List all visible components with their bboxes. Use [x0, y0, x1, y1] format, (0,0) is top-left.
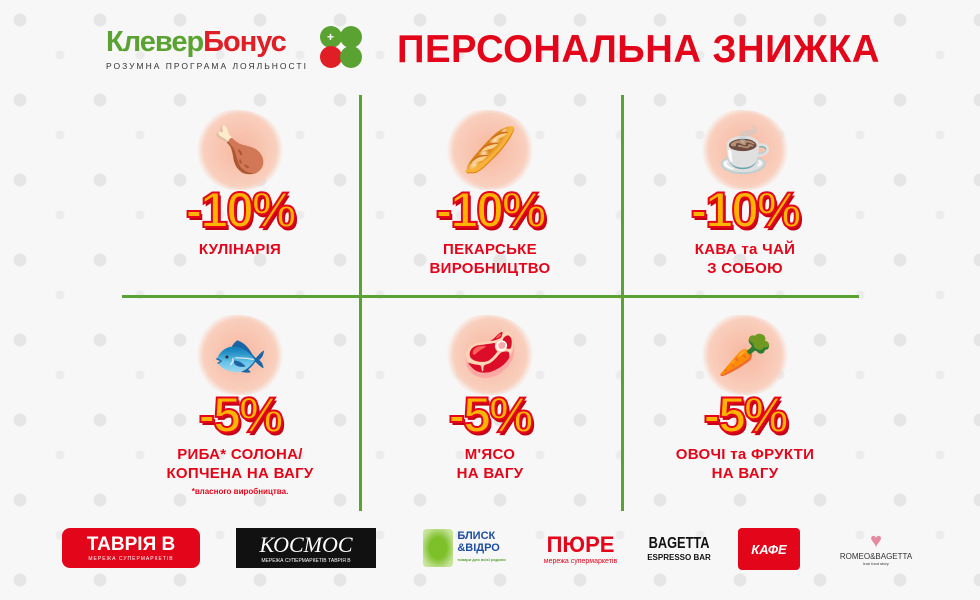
vegetables-icon: 🥕 [700, 315, 790, 395]
offer-label-line: ПЕКАРСЬКЕ [443, 241, 537, 258]
offer-card: 🍗 -10% КУЛІНАРІЯ [120, 110, 360, 259]
offer-card: 🐟 -5% РИБА* СОЛОНА/КОПЧЕНА НА ВАГУ *власног… [120, 315, 360, 496]
discount-value: -10% [435, 182, 548, 238]
discount-value: -5% [198, 387, 285, 443]
bagetta-logo: BAGETTA ESPRESSO BAR [646, 528, 712, 568]
tavria-v-logo: ТАВРІЯ В МЕРЕЖА СУПЕРМАРКЕТІВ [62, 528, 200, 568]
offer-label: РИБА* СОЛОНА/КОПЧЕНА НА ВАГУ [120, 445, 360, 483]
pyure-logo: ПЮРЕ мережа супермаркетів [538, 528, 623, 568]
discount-value: -10% [185, 182, 298, 238]
brand-sub: мережа супермаркетів [543, 557, 618, 565]
discount-value: -5% [448, 387, 535, 443]
offer-label: КУЛІНАРІЯ [120, 240, 360, 259]
clover-icon: + [320, 26, 362, 68]
divider [122, 295, 859, 298]
discount-value: -10% [690, 182, 803, 238]
kafe-logo: КАФЕ [738, 528, 800, 570]
brand-sub: true food story [863, 561, 889, 566]
brand-name: ROMEO&BAGETTA [839, 552, 913, 561]
offer-label-line: ВИРОБНИЦТВО [429, 260, 551, 277]
page-title: ПЕРСОНАЛЬНА ЗНИЖКА [397, 28, 880, 71]
logo-text-red: Бонус [203, 26, 287, 58]
logo-tagline: РОЗУМНА ПРОГРАМА ЛОЯЛЬНОСТІ [106, 61, 308, 71]
svg-text:+: + [327, 30, 334, 44]
bread-icon: 🥖 [445, 110, 535, 190]
offer-label-line: КУЛІНАРІЯ [198, 241, 282, 258]
brand-name: КОСМОС [259, 532, 353, 557]
brand-sub: МЕРЕЖА СУПЕРМАРКЕТІВ ТАВРІЯ В [261, 558, 351, 564]
offer-label: ОВОЧІ та ФРУКТИ НА ВАГУ [625, 445, 865, 483]
romeo-bagetta-logo: ♥ ROMEO&BAGETTA true food story [830, 524, 922, 572]
offer-label-line: З СОБОЮ [707, 260, 783, 277]
brand-sub: товари для всієї родини [457, 557, 506, 562]
brand-logos: ТАВРІЯ В МЕРЕЖА СУПЕРМАРКЕТІВ КОСМОС МЕР… [0, 528, 980, 572]
coffee-cup-icon: ☕ [700, 110, 790, 190]
offer-label-line: М'ЯСО [464, 446, 516, 463]
offer-label-line: ОВОЧІ та ФРУКТИ [675, 446, 815, 463]
brand-sub: МЕРЕЖА СУПЕРМАРКЕТІВ [88, 556, 174, 562]
footnote: *власного виробництва. [191, 487, 289, 496]
blysk-vidro-logo: БЛИСК &ВІДРО товари для всієї родини [412, 528, 517, 568]
offer-card: 🥖 -10% ПЕКАРСЬКЕ ВИРОБНИЦТВО [370, 110, 610, 278]
brand-name: ПЮРЕ [546, 531, 615, 557]
logo-text-green: Клевер [106, 26, 204, 58]
offer-card: 🥩 -5% М'ЯСО НА ВАГУ [370, 315, 610, 483]
brand-name: КАФЕ [751, 541, 787, 557]
offer-label-line: КОПЧЕНА НА ВАГУ [166, 465, 314, 482]
divider [359, 95, 362, 511]
offer-label-line: НА ВАГУ [456, 465, 524, 482]
offer-label: ПЕКАРСЬКЕ ВИРОБНИЦТВО [370, 240, 610, 278]
offer-label: М'ЯСО НА ВАГУ [370, 445, 610, 483]
klever-bonus-logo: КлеверБонус РОЗУМНА ПРОГРАМА ЛОЯЛЬНОСТІ [106, 26, 308, 71]
roast-chicken-icon: 🍗 [195, 110, 285, 190]
offer-label: КАВА та ЧАЙ З СОБОЮ [625, 240, 865, 278]
kosmos-logo: КОСМОС МЕРЕЖА СУПЕРМАРКЕТІВ ТАВРІЯ В [236, 528, 376, 568]
offer-label-line: РИБА* СОЛОНА/ [177, 446, 303, 463]
discount-value: -5% [703, 387, 790, 443]
brand-name: ТАВРІЯ В [86, 534, 176, 555]
heart-icon: ♥ [870, 530, 882, 552]
brand-sub: ESPRESSO BAR [647, 552, 711, 562]
salmon-steak-icon: 🐟 [195, 315, 285, 395]
offer-label-line: КАВА та ЧАЙ [694, 241, 796, 258]
brand-name: &ВІДРО [457, 542, 500, 554]
offer-card: 🥕 -5% ОВОЧІ та ФРУКТИ НА ВАГУ [625, 315, 865, 483]
offer-label-line: НА ВАГУ [711, 465, 779, 482]
brand-name: BAGETTA [648, 534, 710, 552]
brand-name: БЛИСК [457, 530, 496, 542]
meat-steak-icon: 🥩 [445, 315, 535, 395]
offer-card: ☕ -10% КАВА та ЧАЙ З СОБОЮ [625, 110, 865, 278]
divider [621, 95, 624, 511]
